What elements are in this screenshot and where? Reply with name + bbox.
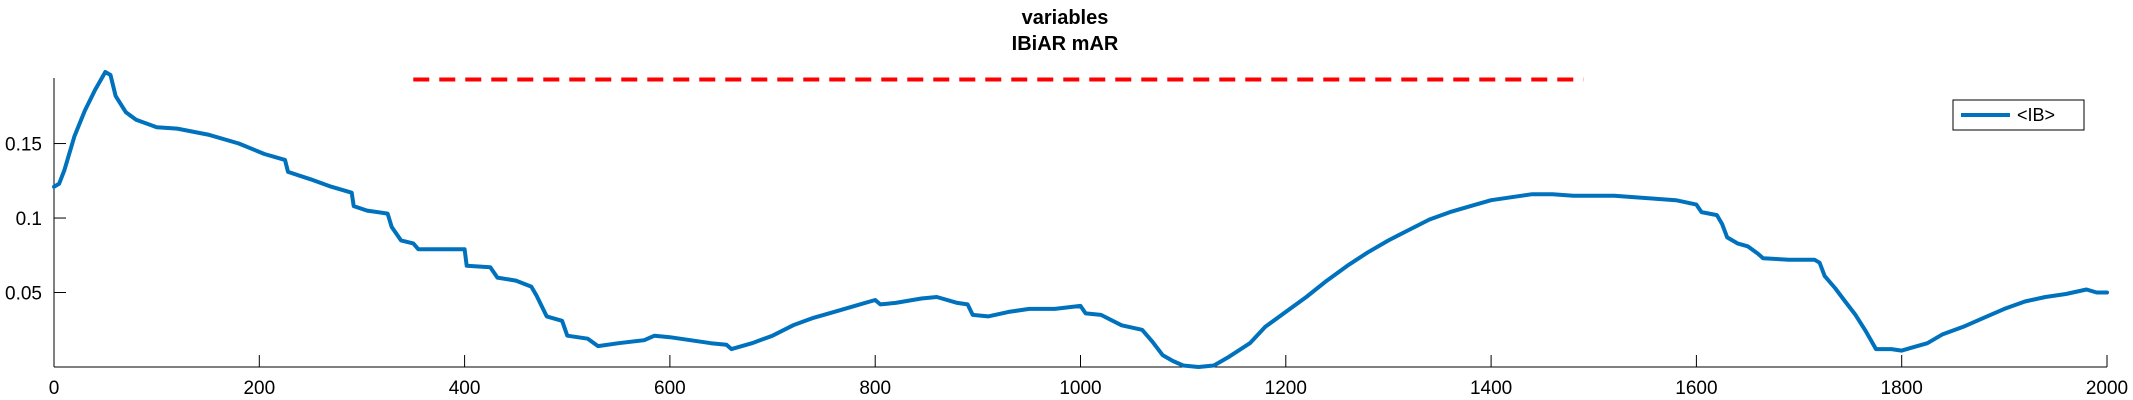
title-line-2: IBiAR mAR	[1012, 33, 1119, 55]
plot-area	[52, 70, 2109, 369]
series-line-ib	[52, 70, 2109, 369]
x-tick-label: 1400	[1470, 378, 1512, 399]
x-tick-label: 2000	[2086, 378, 2128, 399]
x-tick-label: 400	[449, 378, 481, 399]
y-tick-label: 0.1	[16, 209, 42, 230]
x-tick-label: 1600	[1675, 378, 1717, 399]
chart-title: variables IBiAR mAR	[1012, 7, 1119, 55]
title-line-1: variables	[1022, 7, 1109, 29]
x-tick-label: 800	[859, 378, 891, 399]
x-tick-label: 600	[654, 378, 686, 399]
x-tick-label: 200	[243, 378, 275, 399]
axes	[53, 78, 2108, 368]
tick-labels: 0 200 400 600 800 1000 1200 1400 1600 1800 2000 0.0…	[5, 135, 2128, 399]
legend: <IB>	[1952, 99, 2085, 131]
legend-label: <IB>	[2017, 105, 2055, 125]
y-tick-label: 0.15	[5, 135, 42, 156]
x-tick-label: 1800	[1881, 378, 1923, 399]
x-tick-label: 1200	[1265, 378, 1307, 399]
x-tick-label: 0	[49, 378, 60, 399]
y-tick-label: 0.05	[5, 284, 42, 305]
x-tick-label: 1000	[1059, 378, 1101, 399]
